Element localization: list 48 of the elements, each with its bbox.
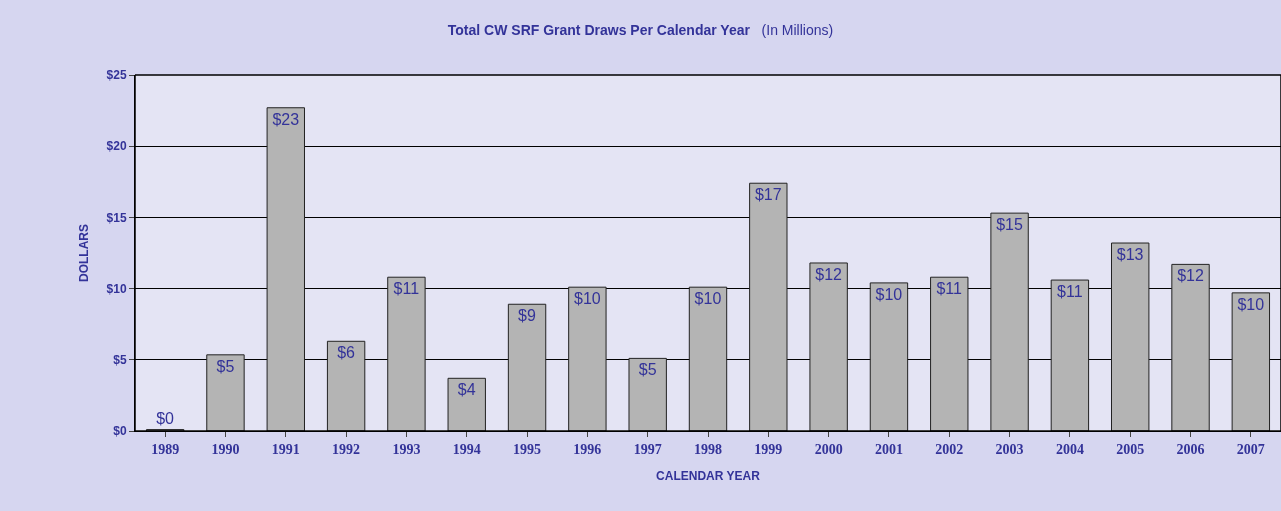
data-label: $9 [518, 307, 536, 325]
x-tick-label: 1990 [211, 441, 240, 457]
x-tick-label: 2000 [814, 441, 843, 457]
data-label: $5 [638, 361, 657, 379]
x-tick-label: 2006 [1176, 441, 1205, 457]
data-label: $23 [272, 110, 300, 128]
chart-title: Total CW SRF Grant Draws Per Calendar Year [447, 22, 751, 39]
data-label: $15 [996, 216, 1023, 234]
data-label: $6 [337, 344, 356, 362]
x-tick-label: 1998 [694, 441, 722, 457]
data-label: $11 [936, 280, 963, 298]
x-tick-label: 1994 [452, 441, 481, 457]
x-tick-label: 2003 [995, 441, 1024, 457]
data-label: $11 [1057, 283, 1083, 301]
x-tick-label: 1996 [573, 441, 602, 457]
data-label: $0 [156, 409, 175, 427]
y-tick-label: $0 [113, 424, 127, 439]
y-tick-label: $10 [106, 281, 127, 296]
data-label: $11 [393, 280, 420, 298]
x-tick-label: 1989 [151, 441, 180, 457]
data-label: $10 [694, 290, 722, 308]
x-tick-label: 2004 [1055, 441, 1084, 457]
data-label: $10 [875, 285, 903, 303]
data-label: $13 [1116, 246, 1144, 264]
y-tick-label: $5 [113, 353, 127, 367]
data-label: $10 [1237, 295, 1265, 313]
y-tick-label: $25 [106, 68, 127, 83]
data-label: $17 [754, 186, 782, 204]
x-tick-label: 1999 [754, 441, 783, 457]
x-tick-label: 2001 [874, 441, 903, 457]
y-tick-label: $20 [106, 139, 127, 154]
x-tick-label: 2002 [935, 441, 964, 457]
y-tick-label: $15 [106, 210, 127, 225]
x-tick-label: 1993 [392, 441, 421, 457]
data-label: $4 [457, 381, 476, 399]
x-axis-title: CALENDAR YEAR [656, 468, 761, 483]
chart-subtitle: (In Millions) [761, 22, 834, 39]
data-label: $12 [815, 265, 843, 283]
data-label: $10 [573, 290, 601, 308]
x-tick-label: 1997 [633, 441, 662, 457]
x-tick-label: 1992 [332, 441, 361, 457]
x-tick-label: 2007 [1236, 441, 1265, 457]
data-label: $12 [1177, 267, 1204, 285]
x-tick-label: 1995 [513, 441, 542, 457]
x-tick-label: 2005 [1116, 441, 1145, 457]
data-label: $5 [216, 357, 235, 375]
y-axis-title: DOLLARS [76, 224, 91, 282]
x-tick-label: 1991 [271, 441, 300, 457]
